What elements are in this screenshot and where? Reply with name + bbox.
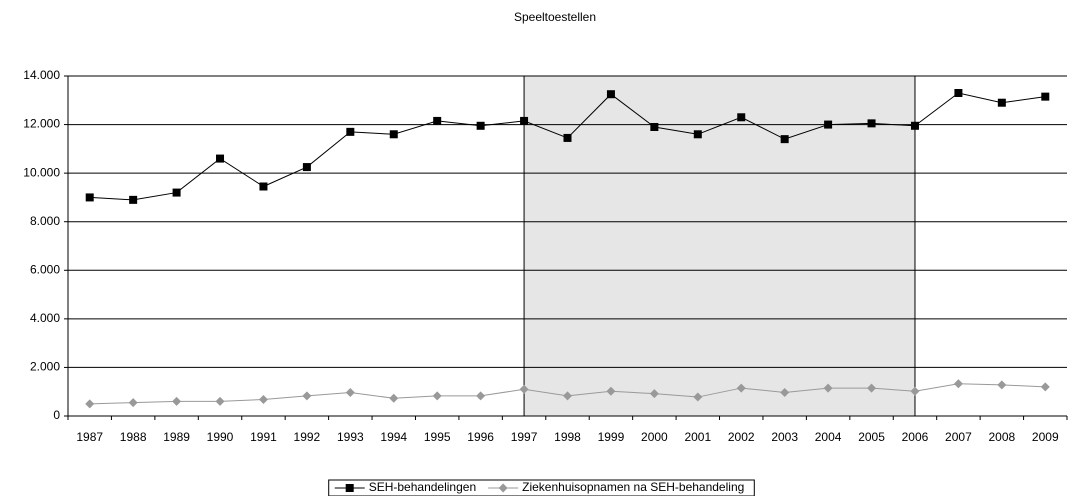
marker [520, 116, 529, 125]
highlight-region [523, 75, 916, 417]
x-tick-label: 1994 [380, 430, 407, 444]
x-tick-label: 1998 [554, 430, 581, 444]
x-tick-label: 1995 [424, 430, 451, 444]
x-tick-label: 1988 [120, 430, 147, 444]
marker [389, 393, 399, 403]
y-tick-label: 14.000 [23, 68, 60, 82]
marker [649, 389, 659, 399]
marker [954, 89, 963, 97]
x-tick-label: 2005 [858, 430, 885, 444]
y-tick-label: 2.000 [30, 360, 60, 374]
marker [693, 130, 702, 139]
marker [302, 163, 311, 172]
marker [910, 121, 919, 130]
x-tick-label: 1987 [76, 430, 103, 444]
x-tick-label: 1992 [294, 430, 321, 444]
marker [824, 120, 833, 129]
x-tick-label: 1993 [337, 430, 364, 444]
marker [736, 383, 746, 393]
marker [650, 123, 659, 131]
legend-label: Ziekenhuisopnamen na SEH-behandeling [522, 480, 744, 494]
chart-title: Speeltoestellen [514, 10, 596, 24]
marker [953, 379, 963, 389]
x-tick-label: 2002 [728, 430, 755, 444]
x-tick-label: 2003 [771, 430, 798, 444]
x-tick-label: 1989 [163, 430, 190, 444]
marker [85, 193, 94, 202]
marker [476, 391, 486, 401]
x-tick-label: 1991 [250, 430, 277, 444]
x-tick-label: 2009 [1032, 430, 1059, 444]
marker [302, 391, 312, 401]
marker [259, 182, 268, 191]
marker [129, 195, 138, 204]
y-tick-label: 4.000 [30, 311, 60, 325]
marker [432, 391, 442, 401]
marker [606, 386, 616, 396]
legend-label: SEH-behandelingen [369, 480, 476, 494]
legend-box [328, 479, 755, 496]
legend: SEH-behandelingen Ziekenhuisopnamen na SE… [328, 479, 755, 496]
marker [85, 399, 95, 409]
y-tick-label: 8.000 [30, 214, 60, 228]
marker [867, 383, 877, 393]
marker [389, 130, 398, 139]
marker [172, 396, 182, 406]
marker [563, 391, 572, 401]
x-tick-label: 2008 [988, 430, 1015, 444]
marker [215, 396, 225, 406]
marker [1041, 92, 1050, 101]
y-tick-label: 6.000 [30, 262, 60, 276]
marker [1040, 382, 1050, 392]
y-tick-label: 12.000 [23, 117, 60, 131]
marker [563, 133, 572, 142]
marker [172, 188, 181, 197]
marker [780, 135, 789, 144]
x-tick-label: 2000 [641, 430, 668, 444]
marker [498, 483, 508, 493]
x-tick-label: 2004 [815, 430, 842, 444]
marker [128, 398, 138, 408]
x-tick-label: 2006 [902, 430, 929, 444]
marker [910, 386, 920, 396]
marker [737, 113, 746, 122]
marker [780, 387, 790, 397]
x-tick-label: 1996 [467, 430, 494, 444]
marker [433, 116, 442, 125]
marker [345, 484, 354, 492]
marker [216, 154, 225, 163]
x-tick-label: 1997 [511, 430, 538, 444]
marker [997, 380, 1007, 390]
marker [345, 387, 355, 397]
y-tick-label: 10.000 [23, 165, 60, 179]
marker [867, 119, 876, 128]
marker [258, 394, 268, 404]
marker [346, 127, 355, 136]
x-tick-label: 1990 [207, 430, 234, 444]
marker [476, 121, 485, 130]
marker [606, 90, 615, 99]
x-tick-label: 1999 [598, 430, 625, 444]
y-tick-label: 0 [53, 408, 60, 422]
x-tick-label: 2001 [684, 430, 711, 444]
marker [693, 392, 703, 402]
marker [519, 384, 529, 394]
marker [997, 98, 1006, 107]
marker [823, 383, 833, 393]
x-tick-label: 2007 [945, 430, 972, 444]
